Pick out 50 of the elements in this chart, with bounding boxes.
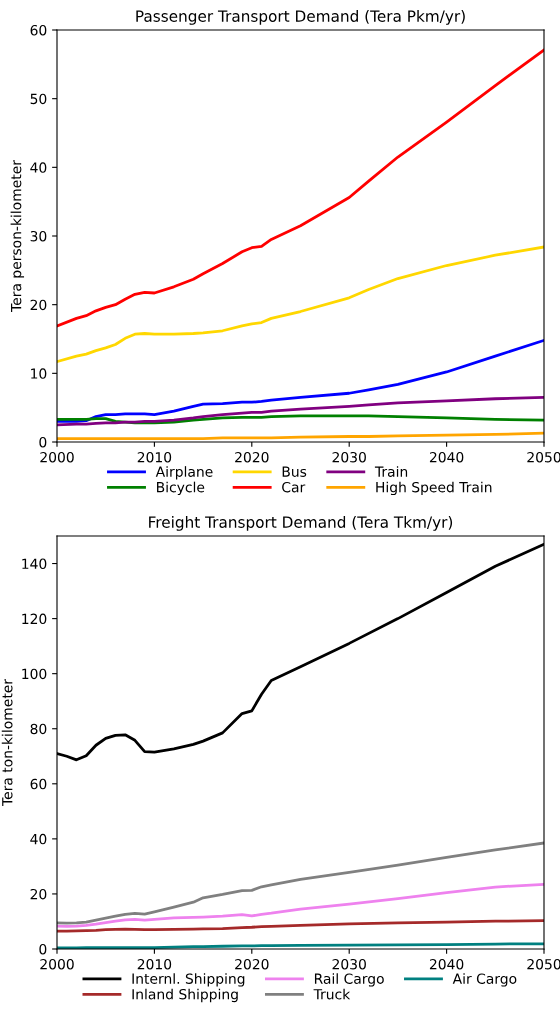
x-tick-label: 2050 — [527, 451, 560, 463]
y-tick-label: 20 — [30, 299, 47, 311]
line-series — [57, 245, 544, 364]
y-tick-label: 40 — [30, 162, 47, 173]
x-tick-label: 2030 — [332, 451, 366, 463]
y-tick-label: 50 — [30, 93, 47, 105]
chart-title: Passenger Transport Demand (Tera Pkm/yr) — [136, 10, 465, 25]
line-series — [57, 48, 544, 328]
x-tick-label: 2050 — [527, 958, 560, 970]
legend-label: High Speed Train — [376, 481, 492, 496]
x-tick-label: 2000 — [40, 451, 74, 463]
y-tick-label: 20 — [30, 888, 47, 900]
y-axis-title: Tera person-kilometer — [10, 160, 25, 313]
line-series — [57, 395, 544, 427]
x-tick-label: 2010 — [137, 451, 172, 463]
y-tick-label: 120 — [22, 613, 47, 625]
x-tick-label: 2020 — [235, 958, 269, 970]
legend-label: Airplane — [155, 466, 213, 480]
y-tick-label: 100 — [22, 668, 47, 680]
x-tick-label: 2000 — [40, 958, 74, 970]
y-tick-label: 80 — [30, 723, 47, 735]
y-tick-label: 0 — [39, 943, 47, 955]
chart-title: Freight Transport Demand (Tera Tkm/yr) — [149, 516, 453, 531]
legend-label: Rail Cargo — [314, 973, 384, 987]
line-series — [57, 338, 544, 423]
legend-label: Inland Shipping — [132, 988, 238, 1003]
y-tick-label: 140 — [22, 558, 47, 570]
y-tick-label: 60 — [30, 24, 47, 36]
y-tick-label: 40 — [30, 833, 47, 845]
legend-label: Truck — [313, 988, 351, 1000]
x-tick-label: 2040 — [429, 958, 464, 970]
y-tick-label: 60 — [30, 778, 47, 790]
line-series — [57, 882, 544, 928]
legend-label: Train — [374, 466, 408, 477]
x-tick-label: 2040 — [429, 451, 464, 463]
y-axis-title: Tera ton-kilometer — [1, 678, 13, 807]
legend-label: Bus — [282, 466, 307, 477]
legend-label: Bicycle — [157, 481, 205, 496]
line-series — [57, 919, 544, 933]
y-tick-label: 0 — [39, 436, 47, 448]
line-series — [57, 414, 544, 425]
legend-label: Air Cargo — [452, 973, 517, 987]
x-tick-label: 2020 — [235, 451, 269, 463]
legend-label: Internl. Shipping — [132, 973, 245, 987]
x-tick-label: 2030 — [332, 958, 366, 970]
x-tick-label: 2010 — [137, 958, 172, 970]
y-tick-label: 30 — [30, 230, 47, 242]
line-series — [57, 841, 544, 925]
legend-label: Car — [282, 481, 306, 493]
y-tick-label: 10 — [31, 368, 47, 379]
